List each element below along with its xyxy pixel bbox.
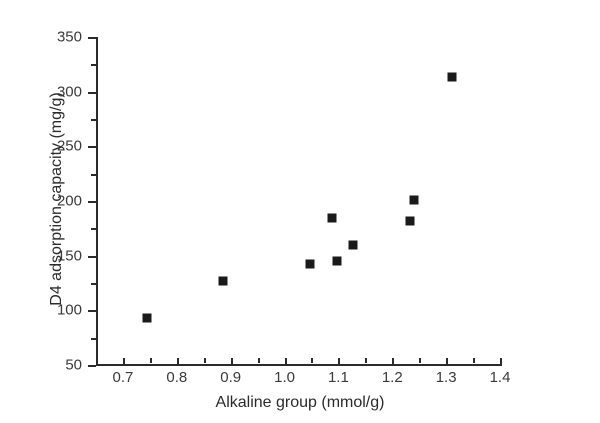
- x-tick-label: 1.1: [327, 369, 349, 386]
- y-tick-label: 250: [56, 137, 82, 155]
- y-tick-label: 50: [65, 356, 82, 374]
- y-tick-minor: [91, 283, 96, 285]
- x-tick-major: [500, 358, 502, 366]
- x-tick-major: [446, 358, 449, 366]
- y-tick-major: [88, 91, 96, 94]
- x-tick-major: [284, 358, 287, 366]
- x-tick-label: 1.0: [274, 369, 295, 386]
- data-point-marker: [332, 256, 342, 266]
- x-axis-tick-labels: 0.7 0.8 0.9 1.0 1.1 1.2 1.3 1.4: [96, 369, 510, 391]
- x-tick-minor: [311, 358, 314, 363]
- y-tick-label: 350: [56, 28, 82, 46]
- y-tick-label: 300: [56, 83, 82, 101]
- y-tick-minor: [91, 119, 96, 121]
- x-axis-title: Alkaline group (mmol/g): [215, 394, 385, 411]
- y-tick-major: [88, 201, 96, 203]
- x-tick-label: 1.2: [381, 369, 403, 386]
- y-tick-label: 200: [56, 192, 82, 210]
- x-axis-ticks: [96, 358, 502, 366]
- x-tick-label: 1.3: [435, 369, 457, 386]
- x-tick-major: [338, 358, 341, 366]
- y-axis-line: [96, 37, 98, 366]
- x-tick-minor: [257, 358, 260, 363]
- y-axis-tick-labels: 50 100 150 200 250 300 350: [0, 29, 82, 374]
- data-point-marker: [327, 213, 337, 223]
- y-tick-minor: [91, 173, 96, 176]
- x-tick-label: 0.9: [220, 369, 242, 386]
- data-point-marker: [447, 72, 457, 82]
- x-tick-minor: [365, 358, 368, 363]
- y-tick-minor: [91, 228, 96, 231]
- x-tick-minor: [96, 358, 98, 363]
- x-tick-minor: [149, 358, 152, 363]
- x-tick-label: 0.7: [112, 369, 134, 386]
- y-tick-major: [88, 255, 96, 258]
- x-tick-major: [122, 358, 125, 366]
- x-tick-major: [230, 358, 233, 366]
- data-point-marker: [142, 313, 152, 323]
- data-point-marker: [305, 259, 315, 269]
- x-tick-label: 0.8: [166, 369, 188, 386]
- y-tick-major: [88, 310, 96, 313]
- data-point-marker: [218, 276, 228, 286]
- x-tick-major: [176, 358, 179, 366]
- y-axis-ticks: [88, 37, 96, 367]
- y-tick-label: 100: [56, 301, 82, 319]
- y-tick-minor: [91, 64, 96, 67]
- data-point-marker: [409, 195, 419, 205]
- y-tick-major: [88, 146, 96, 149]
- plot-area: [96, 37, 500, 365]
- x-axis-line: [96, 364, 501, 366]
- data-point-marker: [405, 216, 414, 226]
- y-tick-major: [88, 365, 96, 367]
- y-tick-major: [88, 37, 96, 39]
- x-tick-minor: [473, 358, 476, 363]
- data-point-marker: [348, 240, 358, 250]
- x-tick-major: [392, 358, 395, 366]
- y-axis-title: D4 adsorption capacity (mg/g): [48, 92, 65, 306]
- y-tick-minor: [91, 337, 96, 340]
- x-tick-label: 1.4: [489, 369, 511, 386]
- y-tick-label: 150: [56, 247, 82, 265]
- x-tick-minor: [203, 358, 206, 363]
- x-tick-minor: [419, 358, 422, 363]
